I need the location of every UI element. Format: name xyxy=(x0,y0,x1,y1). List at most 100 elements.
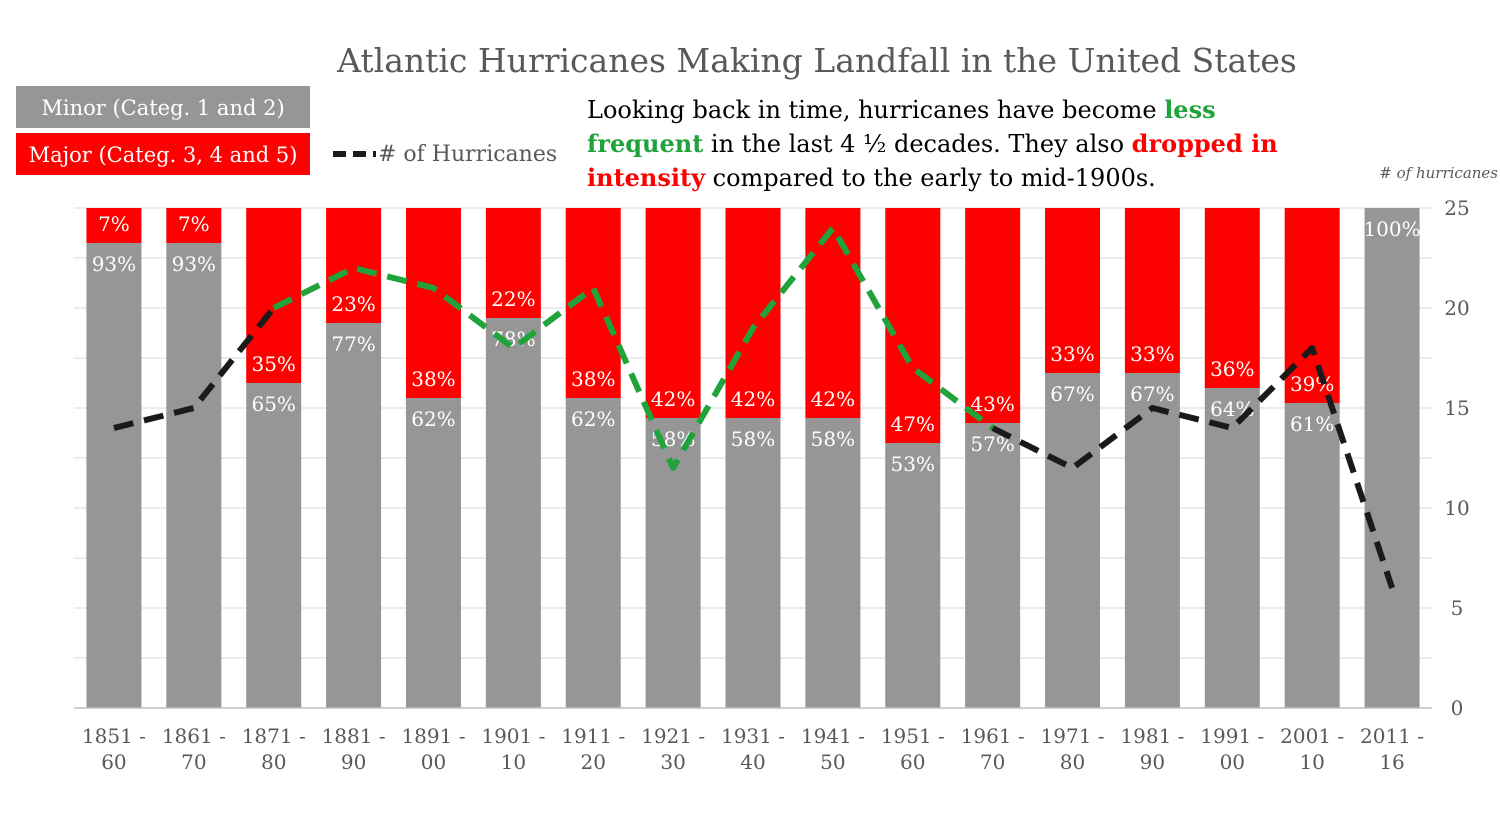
bar-minor-label: 67% xyxy=(1050,382,1094,406)
bar-minor-label: 100% xyxy=(1363,217,1420,241)
x-tick-label: 1931 - xyxy=(721,724,785,748)
annotation-line-1: Looking back in time, hurricanes have be… xyxy=(587,95,1216,124)
count-line-late xyxy=(991,345,1395,589)
x-tick-label-line2: 70 xyxy=(980,750,1005,774)
x-tick-label: 1881 - xyxy=(322,724,386,748)
x-tick-label-line2: 00 xyxy=(1220,750,1245,774)
bar-minor-label: 67% xyxy=(1130,382,1174,406)
bar-major xyxy=(326,208,382,323)
bar-minor-label: 77% xyxy=(331,332,375,356)
bar-minor xyxy=(885,443,941,708)
bar-minor-label: 58% xyxy=(731,427,775,451)
bar-major-label: 22% xyxy=(491,287,535,311)
bar-major-label: 7% xyxy=(178,212,210,236)
y2-tick-label: 20 xyxy=(1444,296,1469,320)
bar-minor xyxy=(405,398,461,708)
bar-major xyxy=(1124,208,1180,373)
bar-major xyxy=(645,208,701,418)
bar-minor xyxy=(1124,373,1180,708)
bar-minor-label: 61% xyxy=(1290,412,1334,436)
x-tick-label: 2001 - xyxy=(1280,724,1344,748)
bar-major xyxy=(485,208,541,318)
x-tick-label: 1961 - xyxy=(961,724,1025,748)
x-tick-label: 2011 - xyxy=(1360,724,1424,748)
x-tick-label: 1851 - xyxy=(82,724,146,748)
y2-tick-label: 5 xyxy=(1451,596,1464,620)
bar-minor-label: 62% xyxy=(411,407,455,431)
x-tick-label: 1891 - xyxy=(401,724,465,748)
bar-minor-label: 53% xyxy=(891,452,935,476)
bar-major-label: 39% xyxy=(1290,372,1334,396)
bar-minor xyxy=(246,383,302,708)
bar-major xyxy=(965,208,1021,423)
legend-minor-swatch xyxy=(16,86,310,128)
x-tick-label-line2: 30 xyxy=(660,750,685,774)
bar-major-label: 38% xyxy=(411,367,455,391)
x-tick-label: 1951 - xyxy=(881,724,945,748)
count-line-early xyxy=(113,306,277,431)
legend-minor-label: Minor (Categ. 1 and 2) xyxy=(41,96,284,120)
y2-tick-label: 25 xyxy=(1444,196,1469,220)
x-tick-label-line2: 60 xyxy=(101,750,126,774)
bar-minor xyxy=(166,243,222,708)
x-tick-label: 1911 - xyxy=(561,724,625,748)
bar-major-label: 38% xyxy=(571,367,615,391)
bar-minor-label: 93% xyxy=(172,252,216,276)
x-tick-label: 1871 - xyxy=(242,724,306,748)
x-tick-label-line2: 70 xyxy=(181,750,206,774)
bar-minor xyxy=(86,243,142,708)
bar-minor xyxy=(965,423,1021,708)
x-tick-label-line2: 50 xyxy=(820,750,845,774)
x-tick-label: 1861 - xyxy=(162,724,226,748)
x-tick-label-line2: 16 xyxy=(1379,750,1404,774)
bar-minor-label: 65% xyxy=(251,392,295,416)
bar-major xyxy=(725,208,781,418)
bar-major xyxy=(86,208,142,243)
annotation-line-2: frequent in the last 4 ½ decades. They a… xyxy=(587,129,1278,158)
bar-minor xyxy=(805,418,861,708)
bar-major-label: 33% xyxy=(1050,342,1094,366)
bar-major-label: 35% xyxy=(251,352,295,376)
bars xyxy=(86,208,1420,708)
legend-major-swatch xyxy=(16,133,310,175)
bar-minor-label: 58% xyxy=(811,427,855,451)
bar-major-label: 36% xyxy=(1210,357,1254,381)
x-tick-label-line2: 40 xyxy=(740,750,765,774)
x-tick-label-line2: 60 xyxy=(900,750,925,774)
chart-title: Atlantic Hurricanes Making Landfall in t… xyxy=(336,41,1297,80)
bar-major xyxy=(1045,208,1101,373)
x-tick-label: 1981 - xyxy=(1120,724,1184,748)
bar-major-label: 47% xyxy=(891,412,935,436)
x-tick-label-line2: 80 xyxy=(261,750,286,774)
bar-minor xyxy=(1045,373,1101,708)
x-tick-label-line2: 80 xyxy=(1060,750,1085,774)
bar-minor xyxy=(326,323,382,708)
bar-labels: 93%7%93%7%65%35%77%23%62%38%78%22%62%38%… xyxy=(92,212,1421,476)
count-line-highlight xyxy=(272,225,995,471)
bar-major xyxy=(805,208,861,418)
bar-major-label: 33% xyxy=(1130,342,1174,366)
x-tick-label-line2: 90 xyxy=(1140,750,1165,774)
bar-major-label: 7% xyxy=(98,212,130,236)
bar-major-label: 43% xyxy=(970,392,1014,416)
bar-major-label: 23% xyxy=(331,292,375,316)
x-tick-label-line2: 10 xyxy=(1299,750,1324,774)
x-tick-label: 1941 - xyxy=(801,724,865,748)
bar-minor xyxy=(485,318,541,708)
bar-minor-label: 62% xyxy=(571,407,615,431)
bar-major xyxy=(246,208,302,383)
x-tick-label-line2: 90 xyxy=(341,750,366,774)
x-tick-label: 1921 - xyxy=(641,724,705,748)
hurricane-count-line xyxy=(113,225,1395,589)
bar-major xyxy=(166,208,222,243)
legend: Minor (Categ. 1 and 2) Major (Categ. 3, … xyxy=(16,86,557,175)
y2-tick-label: 15 xyxy=(1444,396,1469,420)
x-tick-label-line2: 10 xyxy=(501,750,526,774)
bar-major-label: 42% xyxy=(731,387,775,411)
legend-major-label: Major (Categ. 3, 4 and 5) xyxy=(29,143,298,167)
y2-tick-label: 0 xyxy=(1451,696,1464,720)
x-tick-label: 1971 - xyxy=(1041,724,1105,748)
bar-major-label: 42% xyxy=(651,387,695,411)
